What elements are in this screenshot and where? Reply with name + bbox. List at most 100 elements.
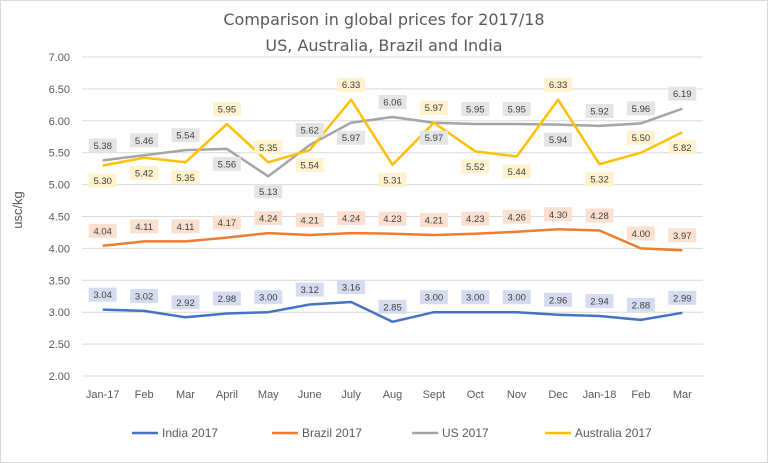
data-label-text: 2.85 (383, 302, 402, 313)
data-label: 5.94 (544, 132, 573, 147)
data-label: 4.21 (295, 213, 324, 228)
data-label: 4.17 (212, 215, 241, 230)
data-label: 2.94 (585, 294, 614, 309)
data-label-text: 5.35 (176, 173, 195, 184)
data-label: 4.11 (130, 219, 159, 234)
data-label: 5.13 (254, 184, 283, 199)
data-label-text: 4.28 (590, 211, 609, 222)
y-axis-label: usc/kg (10, 191, 25, 229)
x-tick-label: July (341, 389, 361, 401)
data-label: 5.30 (88, 173, 117, 188)
data-label: 6.06 (378, 94, 407, 109)
series-lines (102, 98, 683, 324)
legend-item: Australia 2017 (545, 426, 652, 440)
data-label-text: 5.38 (93, 141, 112, 152)
series-line (102, 228, 683, 252)
chart-title: Comparison in global prices for 2017/18 (223, 10, 545, 29)
x-tick-label: Jan-17 (86, 389, 120, 401)
legend-label: Australia 2017 (575, 426, 652, 440)
data-label-text: 5.31 (383, 175, 402, 186)
data-label: 3.16 (337, 279, 366, 294)
data-label: 4.00 (626, 226, 655, 241)
data-label: 3.02 (130, 288, 159, 303)
data-label-text: 6.33 (549, 80, 568, 91)
data-label-text: 4.23 (383, 214, 402, 225)
data-label: 3.00 (502, 290, 531, 305)
y-tick-label: 6.50 (49, 84, 70, 96)
x-tick-label: April (216, 389, 238, 401)
y-tick-label: 2.00 (49, 371, 70, 383)
data-label: 3.97 (668, 228, 697, 243)
data-label: 2.85 (378, 299, 407, 314)
data-label-text: 4.04 (93, 226, 112, 237)
data-label-text: 5.95 (466, 104, 485, 115)
series-line (102, 98, 683, 167)
data-label-text: 5.30 (93, 176, 112, 187)
chart-subtitle: US, Australia, Brazil and India (265, 36, 503, 55)
data-label-text: 3.97 (673, 231, 692, 242)
data-label-text: 5.62 (300, 126, 319, 137)
data-label: 5.52 (461, 159, 490, 174)
data-label: 5.32 (585, 172, 614, 187)
data-label-text: 4.30 (549, 210, 568, 221)
data-label: 4.30 (544, 207, 573, 222)
data-label: 5.97 (337, 130, 366, 145)
data-label-text: 6.33 (342, 80, 361, 91)
x-tick-label: May (258, 389, 279, 401)
legend-label: US 2017 (442, 426, 489, 440)
data-label-text: 5.92 (590, 106, 609, 117)
data-label-text: 4.00 (632, 229, 651, 240)
data-label-text: 5.96 (632, 104, 651, 115)
data-label-text: 5.95 (507, 104, 526, 115)
y-tick-label: 7.00 (49, 52, 70, 64)
data-label: 3.00 (461, 290, 490, 305)
data-label: 4.23 (378, 211, 407, 226)
data-label-text: 4.24 (259, 214, 278, 225)
series-line (102, 300, 683, 324)
data-label: 3.12 (295, 282, 324, 297)
data-label-text: 3.12 (300, 285, 319, 296)
data-label-text: 5.50 (632, 133, 651, 144)
data-label-text: 5.54 (300, 161, 319, 172)
data-label-text: 5.97 (342, 133, 361, 144)
x-tick-label: Mar (176, 389, 195, 401)
data-label: 5.82 (668, 140, 697, 155)
legend-item: Brazil 2017 (272, 426, 362, 440)
data-label-text: 4.21 (425, 216, 444, 227)
data-label-text: 2.99 (673, 293, 692, 304)
legend-item: India 2017 (132, 426, 218, 440)
data-label: 2.92 (171, 295, 200, 310)
legend-label: India 2017 (162, 426, 218, 440)
data-label: 5.95 (212, 101, 241, 116)
y-tick-label: 3.00 (49, 307, 70, 319)
data-label-text: 5.95 (218, 104, 237, 115)
data-label-text: 3.16 (342, 282, 361, 293)
data-label-text: 5.44 (507, 167, 526, 178)
data-label: 5.31 (378, 172, 407, 187)
data-label-text: 4.23 (466, 214, 485, 225)
data-label: 6.19 (668, 86, 697, 101)
x-tick-label: Oct (467, 389, 484, 401)
data-label: 4.24 (254, 211, 283, 226)
data-label: 5.95 (502, 101, 531, 116)
data-label: 4.26 (502, 209, 531, 224)
y-tick-label: 5.00 (49, 180, 70, 192)
data-label: 3.00 (254, 290, 283, 305)
y-tick-label: 2.50 (49, 339, 70, 351)
x-tick-label: June (298, 389, 322, 401)
data-label-text: 3.04 (93, 290, 112, 301)
data-label: 5.97 (419, 130, 448, 145)
data-label-text: 3.00 (466, 293, 485, 304)
data-label: 5.50 (626, 130, 655, 145)
data-label: 4.23 (461, 211, 490, 226)
data-label-text: 5.52 (466, 162, 485, 173)
data-label: 4.21 (419, 213, 448, 228)
data-label-text: 2.98 (218, 294, 237, 305)
data-label: 5.54 (171, 128, 200, 143)
x-tick-labels: Jan-17 Feb Mar April May June July Aug Sept Oct No… (86, 389, 692, 401)
data-label-text: 3.02 (135, 291, 154, 302)
data-label-text: 5.56 (218, 159, 237, 170)
data-label: 5.44 (502, 164, 531, 179)
data-label-text: 6.06 (383, 97, 402, 108)
